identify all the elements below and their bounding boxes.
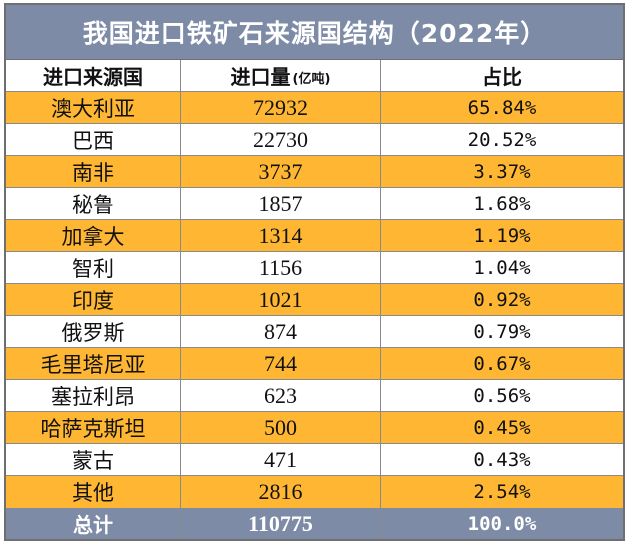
- header-country: 进口来源国: [6, 60, 181, 91]
- amount-cell: 874: [181, 316, 381, 347]
- table-row: 巴西 22730 20.52%: [6, 124, 623, 156]
- header-amount-unit: (亿吨): [292, 72, 331, 87]
- table-row: 蒙古 471 0.43%: [6, 444, 623, 476]
- amount-cell: 623: [181, 380, 381, 411]
- share-cell: 1.68%: [473, 192, 531, 215]
- amount-cell: 3737: [181, 156, 381, 187]
- table-row: 澳大利亚 72932 65.84%: [6, 92, 623, 124]
- header-amount: 进口量 (亿吨): [181, 60, 381, 91]
- amount-cell: 744: [181, 348, 381, 379]
- share-cell: 0.56%: [473, 384, 531, 407]
- header-amount-label: 进口量: [230, 65, 291, 89]
- amount-cell: 1857: [181, 188, 381, 219]
- amount-cell: 471: [181, 444, 381, 475]
- country-cell: 毛里塔尼亚: [6, 348, 181, 379]
- share-cell: 1.04%: [473, 256, 531, 279]
- table-row: 加拿大 1314 1.19%: [6, 220, 623, 252]
- share-cell: 1.19%: [473, 224, 531, 247]
- country-cell: 智利: [6, 252, 181, 283]
- amount-cell: 1314: [181, 220, 381, 251]
- country-cell: 加拿大: [6, 220, 181, 251]
- share-cell: 0.67%: [473, 352, 531, 375]
- share-cell: 0.45%: [473, 416, 531, 439]
- table-row: 智利 1156 1.04%: [6, 252, 623, 284]
- country-cell: 哈萨克斯坦: [6, 412, 181, 443]
- table-row: 哈萨克斯坦 500 0.45%: [6, 412, 623, 444]
- amount-cell: 22730: [181, 124, 381, 155]
- header-share: 占比: [482, 65, 522, 89]
- share-cell: 0.92%: [473, 288, 531, 311]
- table-row: 塞拉利昂 623 0.56%: [6, 380, 623, 412]
- table-row: 毛里塔尼亚 744 0.67%: [6, 348, 623, 380]
- table-row: 南非 3737 3.37%: [6, 156, 623, 188]
- share-cell: 65.84%: [467, 96, 537, 119]
- share-cell: 3.37%: [473, 160, 531, 183]
- country-cell: 印度: [6, 284, 181, 315]
- table-body: 澳大利亚 72932 65.84% 巴西 22730 20.52% 南非 3737 3.37% 秘…: [6, 92, 623, 508]
- table-header-row: 进口来源国 进口量 (亿吨) 占比: [6, 60, 623, 92]
- import-structure-table: 我国进口铁矿石来源国结构（2022年） 进口来源国 进口量 (亿吨) 占比 澳大利…: [4, 3, 625, 541]
- amount-cell: 72932: [181, 92, 381, 123]
- country-cell: 俄罗斯: [6, 316, 181, 347]
- table-title: 我国进口铁矿石来源国结构（2022年）: [6, 5, 623, 60]
- table-row: 印度 1021 0.92%: [6, 284, 623, 316]
- amount-cell: 1021: [181, 284, 381, 315]
- table-row: 其他 2816 2.54%: [6, 476, 623, 508]
- share-cell: 0.43%: [473, 448, 531, 471]
- total-amount: 110775: [181, 508, 381, 539]
- amount-cell: 2816: [181, 476, 381, 508]
- share-cell: 2.54%: [473, 481, 531, 503]
- country-cell: 秘鲁: [6, 188, 181, 219]
- amount-cell: 500: [181, 412, 381, 443]
- country-cell: 澳大利亚: [6, 92, 181, 123]
- table-total-row: 总计 110775 100.0%: [6, 508, 623, 539]
- country-cell: 南非: [6, 156, 181, 187]
- country-cell: 巴西: [6, 124, 181, 155]
- total-label: 总计: [6, 508, 181, 539]
- total-share: 100.0%: [467, 512, 537, 535]
- country-cell: 其他: [6, 476, 181, 508]
- country-cell: 塞拉利昂: [6, 380, 181, 411]
- share-cell: 0.79%: [473, 320, 531, 343]
- share-cell: 20.52%: [467, 128, 537, 151]
- amount-cell: 1156: [181, 252, 381, 283]
- table-row: 秘鲁 1857 1.68%: [6, 188, 623, 220]
- country-cell: 蒙古: [6, 444, 181, 475]
- table-row: 俄罗斯 874 0.79%: [6, 316, 623, 348]
